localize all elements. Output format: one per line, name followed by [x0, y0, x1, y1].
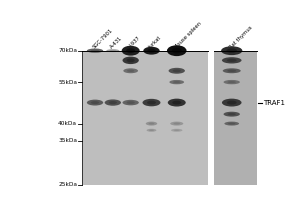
- Ellipse shape: [168, 99, 186, 107]
- Ellipse shape: [109, 101, 117, 104]
- Ellipse shape: [222, 57, 242, 64]
- Text: TRAF1: TRAF1: [263, 100, 286, 106]
- Ellipse shape: [105, 99, 121, 106]
- Text: Mouse spleen: Mouse spleen: [173, 21, 202, 50]
- Ellipse shape: [224, 112, 240, 117]
- Ellipse shape: [106, 49, 119, 52]
- Ellipse shape: [227, 101, 237, 105]
- Ellipse shape: [172, 101, 181, 105]
- Text: SGC-7901: SGC-7901: [92, 28, 114, 50]
- Ellipse shape: [228, 113, 236, 115]
- Ellipse shape: [227, 59, 237, 62]
- Ellipse shape: [174, 130, 180, 131]
- Ellipse shape: [147, 49, 156, 53]
- Ellipse shape: [223, 68, 241, 73]
- Ellipse shape: [146, 122, 157, 126]
- Text: Jurkat: Jurkat: [148, 35, 162, 50]
- Ellipse shape: [127, 70, 134, 72]
- Text: 40kDa: 40kDa: [58, 121, 77, 126]
- Ellipse shape: [147, 101, 156, 104]
- Ellipse shape: [227, 70, 236, 72]
- Ellipse shape: [226, 48, 237, 53]
- Ellipse shape: [126, 48, 135, 53]
- Ellipse shape: [127, 58, 135, 62]
- Ellipse shape: [167, 45, 187, 56]
- Ellipse shape: [172, 48, 182, 53]
- Ellipse shape: [224, 80, 240, 84]
- Ellipse shape: [143, 47, 160, 55]
- Text: Rat thymus: Rat thymus: [228, 25, 253, 50]
- Ellipse shape: [173, 123, 180, 125]
- Ellipse shape: [122, 46, 140, 56]
- Bar: [208, 51, 214, 185]
- Ellipse shape: [87, 100, 103, 106]
- Ellipse shape: [142, 99, 160, 106]
- Text: 55kDa: 55kDa: [58, 80, 77, 85]
- Ellipse shape: [87, 49, 103, 53]
- Ellipse shape: [123, 68, 138, 73]
- Ellipse shape: [149, 130, 154, 131]
- Ellipse shape: [169, 80, 184, 84]
- Bar: [214, 51, 257, 185]
- Ellipse shape: [221, 46, 242, 55]
- Ellipse shape: [169, 68, 185, 74]
- Ellipse shape: [228, 123, 236, 125]
- Text: A-431: A-431: [109, 35, 124, 50]
- Ellipse shape: [147, 129, 156, 132]
- Ellipse shape: [173, 81, 180, 83]
- Ellipse shape: [148, 123, 154, 125]
- Ellipse shape: [170, 122, 183, 126]
- Ellipse shape: [127, 101, 135, 104]
- Bar: [82, 51, 208, 185]
- Ellipse shape: [222, 99, 242, 107]
- Ellipse shape: [173, 69, 181, 72]
- Text: U-937: U-937: [127, 35, 142, 50]
- Ellipse shape: [91, 101, 99, 104]
- Ellipse shape: [110, 50, 116, 51]
- Text: 25kDa: 25kDa: [58, 182, 77, 187]
- Ellipse shape: [224, 122, 239, 126]
- Ellipse shape: [91, 50, 99, 52]
- Ellipse shape: [122, 100, 139, 105]
- Text: 35kDa: 35kDa: [58, 138, 77, 143]
- Ellipse shape: [122, 57, 139, 64]
- Ellipse shape: [228, 81, 236, 83]
- Ellipse shape: [171, 129, 182, 132]
- Text: 70kDa: 70kDa: [58, 48, 77, 53]
